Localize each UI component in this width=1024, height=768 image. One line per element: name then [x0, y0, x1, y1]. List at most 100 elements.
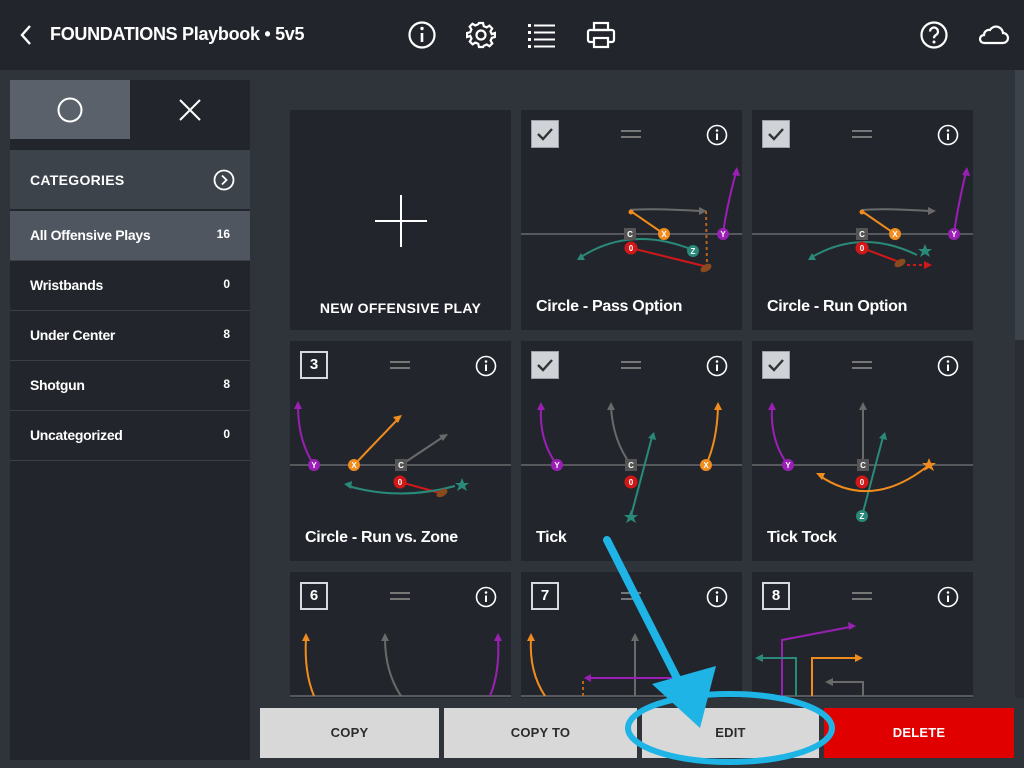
checkmark-icon	[537, 359, 553, 372]
sidebar: CATEGORIES All Offensive Plays 16 Wristb…	[10, 80, 250, 760]
player-label-center: C	[860, 461, 866, 470]
view-toggle	[10, 80, 250, 139]
player-label: X	[661, 230, 667, 239]
drag-handle-icon[interactable]	[852, 361, 872, 369]
info-icon[interactable]	[475, 586, 497, 608]
player-label: Y	[951, 230, 957, 239]
play-card[interactable]: 7	[521, 572, 742, 698]
selected-checkbox[interactable]	[762, 351, 790, 379]
category-item-shotgun[interactable]: Shotgun 8	[10, 361, 250, 411]
segment-defense[interactable]	[130, 80, 250, 139]
play-diagram: C Y X 0	[521, 402, 742, 523]
player-label: 0	[860, 244, 865, 253]
player-label: Z	[691, 247, 696, 256]
cloud-icon[interactable]	[976, 20, 1010, 50]
player-label-center: C	[627, 230, 633, 239]
category-label: All Offensive Plays	[30, 227, 151, 243]
play-title: Tick	[536, 529, 567, 546]
segment-offense[interactable]	[10, 80, 130, 139]
play-number-badge[interactable]: 8	[762, 582, 790, 610]
category-count: 0	[223, 277, 230, 291]
player-label-center: C	[398, 461, 404, 470]
play-title: Circle - Run vs. Zone	[305, 529, 458, 546]
drag-handle-icon[interactable]	[621, 130, 641, 138]
play-diagram: C X Y 0 Z	[521, 167, 742, 273]
drag-handle-icon[interactable]	[621, 361, 641, 369]
category-item-uncategorized[interactable]: Uncategorized 0	[10, 411, 250, 461]
category-label: Uncategorized	[30, 427, 123, 443]
player-label: 0	[629, 478, 634, 487]
player-label: Y	[311, 461, 317, 470]
selected-checkbox[interactable]	[531, 351, 559, 379]
play-card[interactable]: C Y X 0 3 Circle - Run vs. Zone	[290, 341, 511, 561]
player-label: X	[892, 230, 898, 239]
edit-button[interactable]: EDIT	[642, 708, 819, 758]
player-label-center: C	[628, 461, 634, 470]
category-item-under-center[interactable]: Under Center 8	[10, 311, 250, 361]
play-number-badge[interactable]: 3	[300, 351, 328, 379]
play-diagram: C Y X 0	[290, 401, 511, 498]
playbook-title: FOUNDATIONS Playbook • 5v5	[50, 24, 305, 44]
copy-to-button[interactable]: COPY TO	[444, 708, 637, 758]
player-label: Y	[554, 461, 560, 470]
printer-icon[interactable]	[586, 20, 616, 50]
drag-handle-icon[interactable]	[621, 592, 641, 600]
play-card[interactable]: C X Y 0 Circle - Run Option	[752, 110, 973, 330]
list-icon[interactable]	[527, 20, 557, 50]
play-number-badge[interactable]: 7	[531, 582, 559, 610]
player-label: Y	[785, 461, 791, 470]
category-label: Shotgun	[30, 377, 85, 393]
checkmark-icon	[537, 128, 553, 141]
info-icon[interactable]	[937, 586, 959, 608]
new-offensive-play-card[interactable]: NEW OFFENSIVE PLAY	[290, 110, 511, 330]
player-label: 0	[860, 478, 865, 487]
play-card[interactable]: 6	[290, 572, 511, 698]
selected-checkbox[interactable]	[531, 120, 559, 148]
category-label: Under Center	[30, 327, 116, 343]
info-icon[interactable]	[407, 20, 437, 50]
play-title: Circle - Run Option	[767, 298, 908, 315]
player-label: X	[351, 461, 357, 470]
player-label: Z	[860, 512, 865, 521]
info-icon[interactable]	[937, 124, 959, 146]
play-card[interactable]: C Y 0 Z Tick Tock	[752, 341, 973, 561]
gear-icon[interactable]	[466, 20, 496, 50]
close-icon	[179, 99, 201, 121]
drag-handle-icon[interactable]	[390, 361, 410, 369]
info-icon[interactable]	[706, 586, 728, 608]
info-icon[interactable]	[706, 355, 728, 377]
category-label: Wristbands	[30, 277, 103, 293]
chevron-right-circle-icon[interactable]	[213, 169, 235, 191]
scrollbar-track[interactable]	[1015, 70, 1024, 698]
category-count: 8	[223, 377, 230, 391]
play-card[interactable]: C X Y 0 Z Circle - Pass Option	[521, 110, 742, 330]
play-card[interactable]: C Y X 0 Tick	[521, 341, 742, 561]
play-diagram	[752, 622, 973, 697]
category-item-wristbands[interactable]: Wristbands 0	[10, 261, 250, 311]
drag-handle-icon[interactable]	[852, 592, 872, 600]
category-item-all-offensive-plays[interactable]: All Offensive Plays 16	[10, 211, 250, 261]
circle-icon	[57, 97, 83, 123]
player-label: 0	[629, 244, 634, 253]
scrollbar-thumb[interactable]	[1015, 70, 1024, 340]
play-diagram: C X Y 0	[752, 167, 973, 269]
delete-button[interactable]: DELETE	[824, 708, 1014, 758]
help-icon[interactable]	[919, 20, 949, 50]
drag-handle-icon[interactable]	[852, 130, 872, 138]
copy-button[interactable]: COPY	[260, 708, 439, 758]
play-number-badge[interactable]: 6	[300, 582, 328, 610]
info-icon[interactable]	[475, 355, 497, 377]
play-title: Circle - Pass Option	[536, 298, 683, 315]
play-diagram: C Y 0 Z	[752, 402, 973, 522]
selected-checkbox[interactable]	[762, 120, 790, 148]
player-label: Y	[720, 230, 726, 239]
play-card[interactable]: 8	[752, 572, 973, 698]
drag-handle-icon[interactable]	[390, 592, 410, 600]
checkmark-icon	[768, 359, 784, 372]
info-icon[interactable]	[937, 355, 959, 377]
top-bar: FOUNDATIONS Playbook • 5v5	[0, 0, 1024, 70]
categories-header[interactable]: CATEGORIES	[10, 150, 250, 209]
category-count: 8	[223, 327, 230, 341]
back-chevron-icon[interactable]	[14, 22, 38, 48]
info-icon[interactable]	[706, 124, 728, 146]
